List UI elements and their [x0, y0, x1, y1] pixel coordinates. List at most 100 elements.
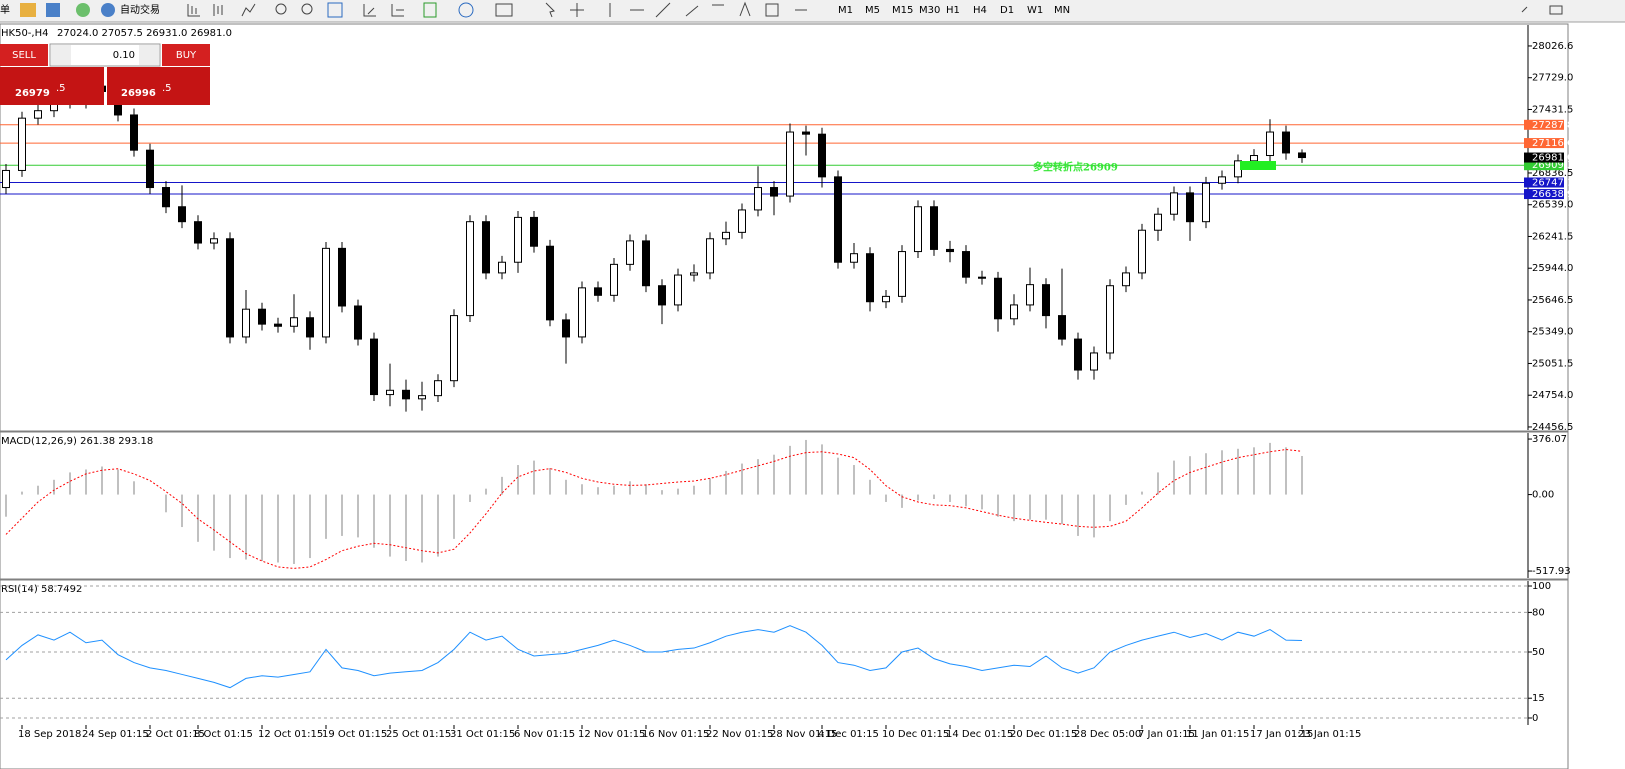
- macd-bar: [229, 494, 231, 559]
- timeframe-button[interactable]: M5: [865, 5, 880, 16]
- candle-body: [1154, 213, 1162, 231]
- x-tick-label: 19 Oct 01:15: [322, 729, 387, 740]
- lot-down[interactable]: [51, 45, 71, 65]
- macd-bar: [37, 485, 39, 495]
- sell-price-box[interactable]: [0, 67, 104, 105]
- x-tick-label: 16 Nov 01:15: [642, 729, 709, 740]
- icon[interactable]: [213, 4, 223, 16]
- macd-bar: [517, 465, 519, 495]
- candle-body: [226, 238, 234, 338]
- candle-body: [626, 240, 634, 265]
- candle-body: [338, 247, 346, 307]
- buy-label[interactable]: BUY: [176, 50, 197, 61]
- signal-line: [5, 449, 1303, 569]
- macd-bar: [293, 494, 295, 564]
- macd-bar: [837, 457, 839, 495]
- candle-body: [1090, 352, 1098, 371]
- timeframe-button[interactable]: M15: [892, 5, 913, 16]
- macd-bar: [1061, 494, 1063, 525]
- icon[interactable]: [76, 3, 90, 17]
- icon[interactable]: [458, 2, 474, 18]
- candle-body: [722, 231, 730, 240]
- icon[interactable]: [795, 5, 1563, 15]
- timeframe-button[interactable]: W1: [1027, 5, 1043, 16]
- x-tick-label: 31 Oct 01:15: [450, 729, 515, 740]
- macd-bar: [325, 494, 327, 539]
- candle-body: [658, 285, 666, 306]
- icon[interactable]: [423, 2, 437, 18]
- icon[interactable]: [363, 4, 376, 17]
- macd-bar: [1157, 472, 1159, 495]
- icon[interactable]: [46, 3, 60, 17]
- icon[interactable]: [187, 4, 200, 17]
- macd-bar: [581, 484, 583, 495]
- macd-bar: [421, 494, 423, 563]
- candle-body: [1122, 272, 1130, 287]
- annotation: 多空转折点26909: [1033, 161, 1118, 174]
- x-tick-label: 6 Nov 01:15: [514, 729, 575, 740]
- timeframe-button[interactable]: H4: [973, 5, 987, 16]
- sell-price: 26979: [15, 88, 50, 99]
- candle-body: [1266, 131, 1274, 157]
- timeframe-button[interactable]: MN: [1054, 5, 1070, 16]
- y-tick-label: 0: [1532, 713, 1538, 724]
- icon[interactable]: [609, 1, 779, 18]
- icon[interactable]: [275, 3, 287, 15]
- macd-bar: [885, 494, 887, 502]
- rsi-line: [5, 625, 1303, 689]
- macd-bar: [1045, 494, 1047, 520]
- macd-bar: [1237, 448, 1239, 495]
- candle-body: [866, 253, 874, 303]
- candle-body: [1042, 284, 1050, 317]
- icon[interactable]: [20, 3, 36, 17]
- candle-body: [162, 187, 170, 208]
- icon[interactable]: [241, 3, 256, 17]
- sell-label[interactable]: SELL: [12, 50, 36, 61]
- auto-trade-button[interactable]: 自动交易: [120, 3, 160, 16]
- level-label-box: [1524, 119, 1564, 130]
- lot-up[interactable]: [139, 45, 159, 65]
- icon[interactable]: [545, 2, 555, 18]
- icon[interactable]: [391, 4, 404, 17]
- candle-body: [594, 287, 602, 296]
- timeframe-button[interactable]: M1: [838, 5, 853, 16]
- macd-bar: [949, 494, 951, 502]
- macd-bar: [501, 476, 503, 495]
- icon[interactable]: [570, 3, 584, 17]
- timeframe-button[interactable]: M30: [919, 5, 940, 16]
- buy-price: 26996: [121, 88, 156, 99]
- buy-button[interactable]: [162, 44, 210, 66]
- x-tick-label: 18 Sep 2018: [18, 729, 81, 740]
- pane-ohlc: 27024.0 27057.5 26931.0 26981.0: [57, 28, 232, 39]
- timeframe-button[interactable]: H1: [946, 5, 960, 16]
- macd-bar: [757, 459, 759, 495]
- macd-bar: [1125, 494, 1127, 505]
- timeframe-button[interactable]: D1: [1000, 5, 1014, 16]
- icon[interactable]: [495, 3, 513, 17]
- sell-button[interactable]: [0, 44, 48, 66]
- candle-body: [194, 221, 202, 244]
- candle-body: [962, 251, 970, 278]
- candle-body: [242, 308, 250, 338]
- candle-body: [690, 272, 698, 276]
- level-label-box: [1524, 138, 1564, 149]
- candle-body: [546, 245, 554, 321]
- candle-body: [882, 295, 890, 303]
- menu-stub[interactable]: 单: [0, 4, 10, 16]
- buy-price-box[interactable]: [107, 67, 210, 105]
- macd-bar: [1301, 455, 1303, 495]
- icon[interactable]: [327, 2, 343, 18]
- lot-input[interactable]: [49, 43, 161, 67]
- icon[interactable]: [301, 3, 313, 15]
- macd-bar: [197, 494, 199, 542]
- lot-value[interactable]: 0.10: [113, 50, 135, 61]
- macd-bar: [101, 466, 103, 495]
- auto-trade-icon[interactable]: [101, 3, 115, 17]
- candle-body: [514, 216, 522, 263]
- macd-bar: [741, 463, 743, 495]
- macd-bar: [549, 467, 551, 495]
- macd-bar: [613, 485, 615, 495]
- macd-bar: [725, 470, 727, 495]
- candle-body: [290, 317, 298, 327]
- macd-bar: [709, 478, 711, 495]
